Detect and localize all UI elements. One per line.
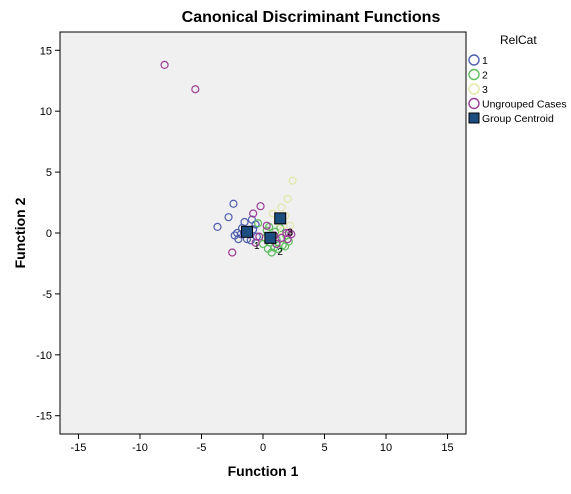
plot-area xyxy=(59,31,467,435)
data-point xyxy=(233,228,242,238)
legend-marker xyxy=(468,97,480,110)
data-point xyxy=(282,228,291,238)
legend-marker xyxy=(468,54,480,66)
data-point xyxy=(283,194,292,203)
x-tick-label: -15 xyxy=(71,442,87,454)
data-point xyxy=(253,219,263,228)
data-point xyxy=(277,203,286,212)
y-tick-label: -15 xyxy=(36,411,52,423)
group-centroid-marker xyxy=(264,231,277,244)
group-centroid-marker xyxy=(241,225,254,238)
data-point xyxy=(251,238,260,247)
legend-marker xyxy=(468,83,480,95)
data-point xyxy=(273,244,282,253)
data-point xyxy=(229,199,238,208)
group-centroid-marker xyxy=(274,212,287,225)
data-point xyxy=(263,244,273,253)
legend-label: 1 xyxy=(482,55,488,67)
legend-label: 2 xyxy=(482,70,488,82)
data-point xyxy=(160,60,169,69)
data-point xyxy=(277,233,286,242)
y-tick-label: 0 xyxy=(46,228,52,240)
y-tick-label: -5 xyxy=(42,289,52,301)
data-point xyxy=(228,248,237,257)
data-point xyxy=(284,228,293,238)
data-point xyxy=(247,215,257,224)
legend-title: RelCat xyxy=(500,33,537,47)
y-tick-label: 15 xyxy=(40,45,52,57)
data-point xyxy=(255,232,264,241)
legend-marker xyxy=(468,112,480,124)
centroid-label: 3 xyxy=(287,227,293,238)
legend-label: Group Centroid xyxy=(482,113,554,125)
group-centroids: 1 23 xyxy=(241,212,293,258)
y-tick-label: -10 xyxy=(36,350,52,362)
y-tick-label: 10 xyxy=(40,106,52,118)
data-point xyxy=(281,242,290,251)
x-tick-label: -5 xyxy=(197,442,207,454)
data-point xyxy=(252,232,261,241)
x-tick-label: 10 xyxy=(380,442,392,454)
legend: RelCat 1 2 3 Ungrouped Cases Group Centroid xyxy=(468,33,567,125)
data-point xyxy=(191,85,200,94)
x-tick-label: 15 xyxy=(441,442,453,454)
data-point xyxy=(234,234,243,244)
x-tick-label: 5 xyxy=(321,442,327,454)
data-point xyxy=(283,234,292,244)
x-axis-title: Function 1 xyxy=(228,463,299,479)
axis-ticks: -15 -10 -5 0 5 10 15 -15 -10 -5 0 5 10 15 xyxy=(36,45,454,454)
data-point xyxy=(213,222,222,232)
x-tick-label: 0 xyxy=(260,442,266,454)
data-point xyxy=(256,202,265,211)
y-tick-label: 5 xyxy=(46,167,52,179)
legend-label: 3 xyxy=(482,84,488,96)
y-axis-title: Function 2 xyxy=(12,197,28,268)
data-point xyxy=(272,239,281,249)
chart-title: Canonical Discriminant Functions xyxy=(182,9,441,26)
centroid-label: 2 xyxy=(277,247,283,258)
centroid-label: 1 xyxy=(254,241,260,252)
legend-marker xyxy=(468,68,480,81)
legend-label: Ungrouped Cases xyxy=(482,99,567,111)
data-point xyxy=(262,221,271,230)
data-point xyxy=(249,209,258,218)
data-point xyxy=(224,213,233,222)
data-point xyxy=(288,176,297,185)
x-tick-label: -10 xyxy=(132,442,148,454)
